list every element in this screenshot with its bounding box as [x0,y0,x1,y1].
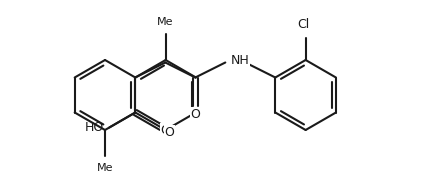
Text: O: O [191,108,200,121]
Text: Cl: Cl [297,18,310,31]
Text: Me: Me [97,163,113,173]
Text: HO: HO [85,121,104,134]
Text: O: O [164,126,174,138]
Text: O: O [161,123,170,137]
Text: Me: Me [157,17,174,27]
Text: NH: NH [230,54,249,67]
